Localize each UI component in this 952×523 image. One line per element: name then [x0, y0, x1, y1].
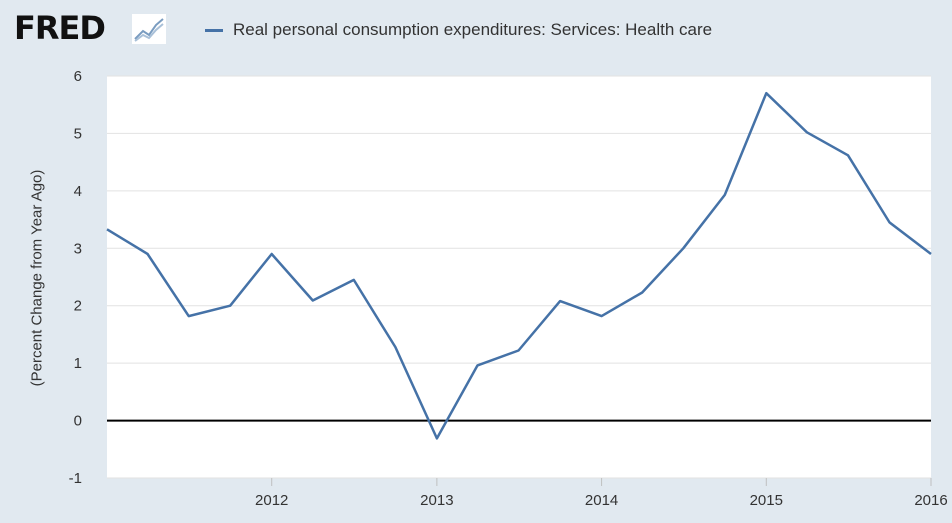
y-tick-label: 0 [74, 413, 82, 430]
y-tick-label: 1 [74, 355, 82, 372]
x-tick-label: 2014 [585, 492, 618, 509]
fred-logo[interactable]: FRED [14, 9, 106, 47]
y-tick-label: 4 [74, 183, 82, 200]
series-line [106, 91, 932, 440]
gridlines [107, 75, 931, 479]
data-point[interactable] [885, 218, 893, 226]
x-tick-label: 2015 [750, 492, 783, 509]
data-point[interactable] [103, 225, 111, 233]
y-tick-label: 3 [74, 240, 82, 257]
y-tick-label: -1 [69, 470, 82, 487]
data-point[interactable] [309, 297, 317, 305]
fred-graph-icon [132, 14, 166, 44]
data-point[interactable] [927, 250, 935, 258]
x-tick-label: 2012 [255, 492, 288, 509]
data-point[interactable] [473, 361, 481, 369]
data-point[interactable] [433, 434, 441, 442]
legend-swatch [205, 28, 223, 32]
data-point[interactable] [598, 312, 606, 320]
y-tick-label: 6 [74, 68, 82, 85]
data-point[interactable] [268, 250, 276, 258]
x-tick-label: 2013 [420, 492, 453, 509]
data-point[interactable] [391, 343, 399, 351]
plot-area [107, 76, 931, 478]
chart-header: FRED Real personal consumption expenditu… [0, 0, 952, 62]
data-point[interactable] [350, 276, 358, 284]
data-point[interactable] [762, 89, 770, 97]
data-point[interactable] [721, 191, 729, 199]
x-axis-ticks: 2012 2013 2014 2015 2016 [255, 478, 948, 509]
data-point[interactable] [638, 289, 646, 297]
y-tick-label: 2 [74, 298, 82, 315]
legend-item[interactable]: Real personal consumption expenditures: … [205, 20, 712, 40]
legend-label: Real personal consumption expenditures: … [233, 20, 713, 39]
x-tick-label: 2016 [914, 492, 947, 509]
data-point[interactable] [515, 347, 523, 355]
y-axis-ticks: -1 0 1 2 3 4 5 6 [69, 68, 82, 487]
data-point[interactable] [144, 250, 152, 258]
data-point[interactable] [844, 151, 852, 159]
data-point[interactable] [679, 244, 687, 252]
y-tick-label: 5 [74, 125, 82, 142]
data-point[interactable] [226, 302, 234, 310]
data-point[interactable] [803, 128, 811, 136]
data-point[interactable] [556, 297, 564, 305]
data-point[interactable] [185, 312, 193, 320]
